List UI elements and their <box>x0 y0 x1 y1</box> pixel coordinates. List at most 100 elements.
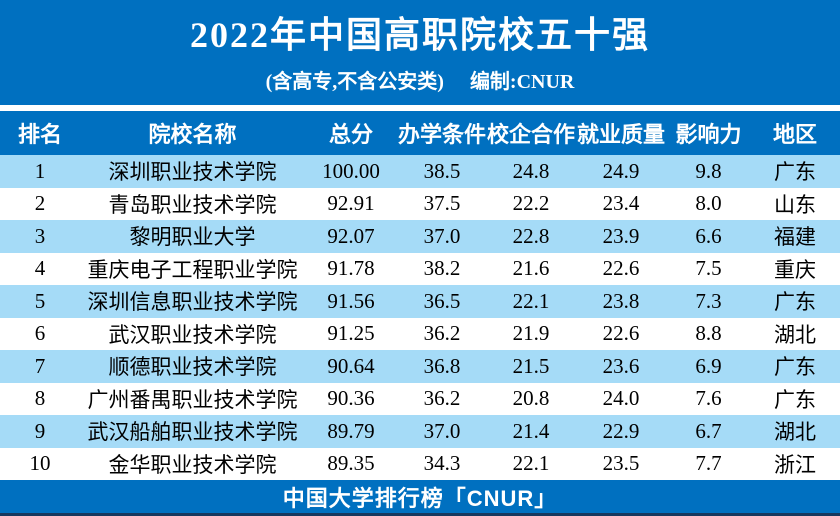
conditions-cell: 37.0 <box>423 418 461 443</box>
school-name-cell: 深圳职业技术学院 <box>108 160 277 185</box>
employment-cell: 23.6 <box>602 353 640 378</box>
scope-note: (含高专,不含公安类) <box>265 71 444 94</box>
total-score-cell: 90.36 <box>327 386 375 411</box>
total-score-cell: 100.00 <box>322 158 380 183</box>
conditions-cell: 36.5 <box>423 288 461 313</box>
cooperation-cell: 21.4 <box>512 418 550 443</box>
employment-cell: 24.0 <box>602 386 640 411</box>
rank-cell: 6 <box>34 321 46 346</box>
influence-cell: 6.9 <box>695 353 722 378</box>
table-row: 4 重庆电子工程职业学院 91.78 38.2 21.6 22.6 7.5 重庆 <box>0 252 840 285</box>
cooperation-cell: 22.1 <box>512 288 550 313</box>
conditions-cell: 38.2 <box>423 256 461 281</box>
cooperation-cell: 21.5 <box>512 353 550 378</box>
influence-cell: 6.6 <box>695 223 722 248</box>
region-cell: 广东 <box>774 387 816 412</box>
employment-cell: 23.9 <box>602 223 640 248</box>
employment-cell: 22.9 <box>602 418 640 443</box>
school-name-cell: 武汉职业技术学院 <box>108 322 277 347</box>
school-name-cell: 广州番禺职业技术学院 <box>87 387 298 412</box>
total-score-cell: 90.64 <box>327 353 375 378</box>
employment-cell: 22.6 <box>602 321 640 346</box>
region-cell: 福建 <box>774 225 816 250</box>
total-score-cell: 91.25 <box>327 321 375 346</box>
region-cell: 湖北 <box>774 322 816 347</box>
school-name-cell: 重庆电子工程职业学院 <box>87 257 298 282</box>
influence-cell: 9.8 <box>695 158 722 183</box>
column-header-region: 地区 <box>772 122 817 147</box>
cooperation-cell: 24.8 <box>512 158 550 183</box>
table-row: 3 黎明职业大学 92.07 37.0 22.8 23.9 6.6 福建 <box>0 220 840 253</box>
employment-cell: 23.8 <box>602 288 640 313</box>
table-row: 8 广州番禺职业技术学院 90.36 36.2 20.8 24.0 7.6 广东 <box>0 382 840 415</box>
table-row: 1 深圳职业技术学院 100.00 38.5 24.8 24.9 9.8 广东 <box>0 155 840 188</box>
rank-cell: 10 <box>29 451 51 476</box>
region-cell: 浙江 <box>774 452 816 477</box>
table-row: 2 青岛职业技术学院 92.91 37.5 22.2 23.4 8.0 山东 <box>0 187 840 220</box>
cooperation-cell: 20.8 <box>512 386 550 411</box>
rank-cell: 3 <box>34 223 46 248</box>
conditions-cell: 34.3 <box>423 451 461 476</box>
region-cell: 山东 <box>774 192 816 217</box>
employment-cell: 24.9 <box>602 158 640 183</box>
table-row: 6 武汉职业技术学院 91.25 36.2 21.9 22.6 8.8 湖北 <box>0 317 840 350</box>
conditions-cell: 37.5 <box>423 191 461 216</box>
cooperation-cell: 21.9 <box>512 321 550 346</box>
rank-cell: 7 <box>34 353 46 378</box>
influence-cell: 7.5 <box>695 256 722 281</box>
compiler-credit: 编制:CNUR <box>469 71 575 94</box>
total-score-cell: 89.35 <box>327 451 375 476</box>
conditions-cell: 36.8 <box>423 353 461 378</box>
cooperation-cell: 22.1 <box>512 451 550 476</box>
conditions-cell: 38.5 <box>423 158 461 183</box>
column-header-conditions: 办学条件 <box>397 122 486 147</box>
school-name-cell: 武汉船舶职业技术学院 <box>87 420 298 445</box>
rank-cell: 4 <box>34 256 46 281</box>
conditions-cell: 36.2 <box>423 321 461 346</box>
total-score-cell: 91.56 <box>327 288 375 313</box>
region-cell: 广东 <box>774 160 816 185</box>
cooperation-cell: 22.8 <box>512 223 550 248</box>
influence-cell: 8.8 <box>695 321 722 346</box>
region-cell: 重庆 <box>774 257 816 282</box>
table-row: 9 武汉船舶职业技术学院 89.79 37.0 21.4 22.9 6.7 湖北 <box>0 415 840 448</box>
title-band: 2022年中国高职院校五十强 (含高专,不含公安类) 编制:CNUR <box>0 0 840 105</box>
influence-cell: 7.7 <box>695 451 722 476</box>
conditions-cell: 36.2 <box>423 386 461 411</box>
employment-cell: 23.5 <box>602 451 640 476</box>
conditions-cell: 37.0 <box>423 223 461 248</box>
footer-text: 中国大学排行榜「CNUR」 <box>282 485 558 511</box>
column-header-influence: 影响力 <box>675 122 742 147</box>
region-cell: 广东 <box>774 355 816 380</box>
table-row: 10 金华职业技术学院 89.35 34.3 22.1 23.5 7.7 浙江 <box>0 447 840 480</box>
divider <box>0 105 840 111</box>
column-header-total: 总分 <box>328 122 373 147</box>
table-header-row: 排名 院校名称 总分 办学条件 校企合作 就业质量 影响力 地区 <box>0 111 840 155</box>
table-body: 1 深圳职业技术学院 100.00 38.5 24.8 24.9 9.8 广东 … <box>0 155 840 480</box>
employment-cell: 22.6 <box>602 256 640 281</box>
subtitle: (含高专,不含公安类) 编制:CNUR <box>266 65 575 94</box>
influence-cell: 6.7 <box>695 418 722 443</box>
rank-cell: 1 <box>34 158 46 183</box>
table-row: 7 顺德职业技术学院 90.64 36.8 21.5 23.6 6.9 广东 <box>0 350 840 383</box>
column-header-rank: 排名 <box>17 122 62 147</box>
school-name-cell: 深圳信息职业技术学院 <box>87 290 298 315</box>
school-name-cell: 金华职业技术学院 <box>108 452 277 477</box>
influence-cell: 8.0 <box>695 191 722 216</box>
page-title: 2022年中国高职院校五十强 <box>189 14 650 55</box>
footer-band: 中国大学排行榜「CNUR」 <box>0 480 840 516</box>
rank-cell: 9 <box>34 418 46 443</box>
total-score-cell: 92.91 <box>327 191 375 216</box>
rank-cell: 5 <box>34 288 46 313</box>
column-header-employment: 就业质量 <box>576 122 665 147</box>
region-cell: 广东 <box>774 290 816 315</box>
school-name-cell: 顺德职业技术学院 <box>108 355 277 380</box>
total-score-cell: 91.78 <box>327 256 375 281</box>
cooperation-cell: 21.6 <box>512 256 550 281</box>
column-header-cooperation: 校企合作 <box>487 122 575 147</box>
region-cell: 湖北 <box>774 420 816 445</box>
rank-cell: 8 <box>34 386 46 411</box>
rank-cell: 2 <box>34 191 46 216</box>
influence-cell: 7.3 <box>695 288 722 313</box>
